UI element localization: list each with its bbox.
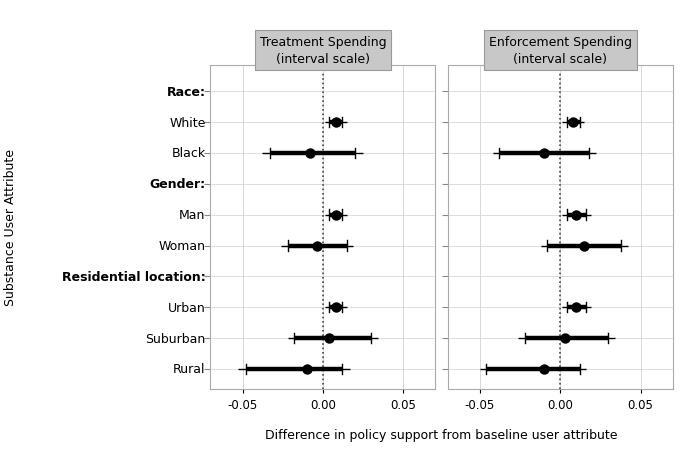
- Title: Enforcement Spending
(interval scale): Enforcement Spending (interval scale): [489, 36, 632, 66]
- Text: Suburban: Suburban: [146, 332, 206, 345]
- Text: Difference in policy support from baseline user attribute: Difference in policy support from baseli…: [266, 428, 618, 441]
- Text: Gender:: Gender:: [150, 178, 206, 191]
- Text: Residential location:: Residential location:: [62, 270, 206, 283]
- Text: Urban: Urban: [168, 301, 206, 314]
- Text: Black: Black: [172, 147, 206, 160]
- Text: White: White: [169, 116, 206, 129]
- Title: Treatment Spending
(interval scale): Treatment Spending (interval scale): [259, 36, 386, 66]
- Text: Substance User Attribute: Substance User Attribute: [4, 149, 17, 306]
- Text: Man: Man: [179, 209, 206, 222]
- Text: Woman: Woman: [159, 239, 206, 253]
- Text: Rural: Rural: [173, 363, 206, 375]
- Text: Race:: Race:: [166, 86, 206, 99]
